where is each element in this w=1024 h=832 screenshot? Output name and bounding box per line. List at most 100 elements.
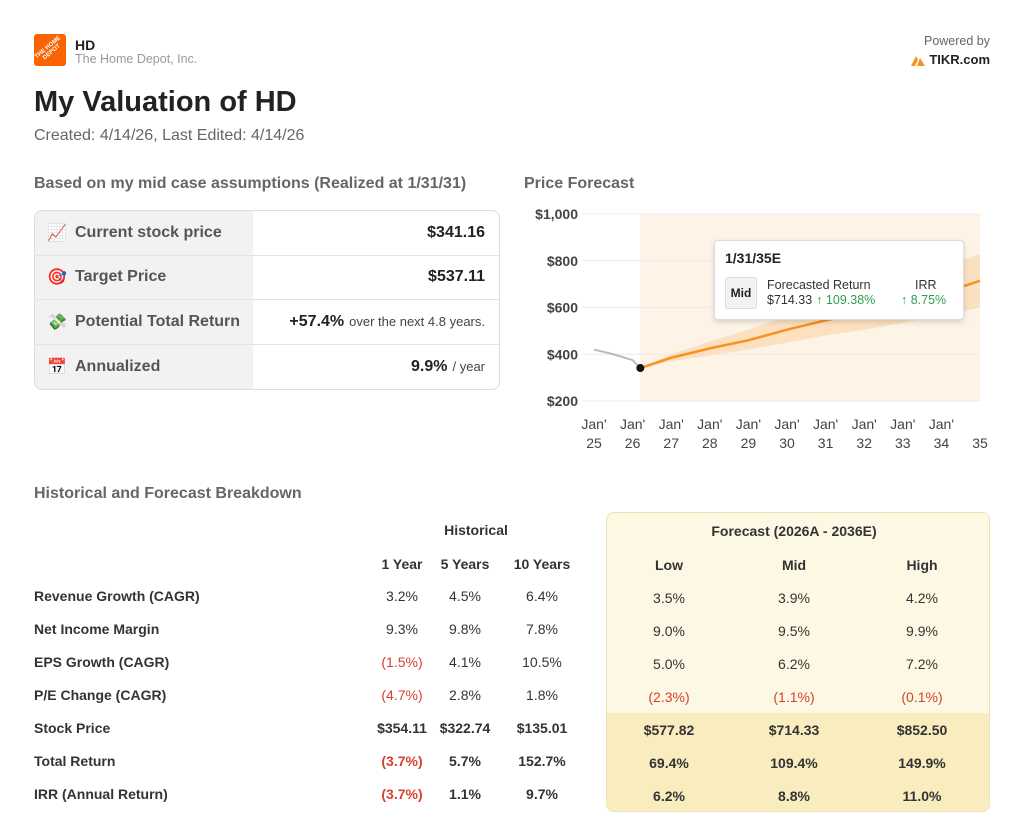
chart-heading: Price Forecast	[524, 175, 635, 192]
company-logo: THE HOME DEPOT	[34, 34, 66, 66]
summary-heading: Based on my mid case assumptions (Realiz…	[34, 175, 467, 192]
row-label: EPS Growth (CAGR)	[34, 654, 170, 670]
historical-cell: 9.8%	[449, 621, 481, 637]
historical-cell: (3.7%)	[381, 786, 423, 802]
forecast-group-header: Forecast (2026A - 2036E)	[711, 523, 877, 539]
forecast-cell: 9.9%	[906, 623, 938, 639]
x-tick-label: 25	[586, 435, 602, 451]
x-tick-label: Jan'	[659, 416, 684, 432]
historical-cell: (3.7%)	[381, 753, 423, 769]
forecast-cell: 149.9%	[898, 755, 946, 771]
x-tick-label: Jan'	[774, 416, 799, 432]
target-icon: 🎯	[47, 269, 67, 287]
forecast-cell: 6.2%	[778, 656, 810, 672]
price-forecast-chart[interactable]: $1,000 $800 $600 $400 $200 Jan' 25 Jan' 26 Jan' 27…	[520, 200, 990, 460]
x-tick-label: 29	[741, 435, 757, 451]
forecast-cell: $852.50	[896, 722, 948, 738]
x-tick-label: 31	[818, 435, 834, 451]
x-tick-label: 35	[972, 435, 988, 451]
tooltip-return-label: Forecasted Return	[767, 278, 871, 292]
chart-tooltip: 1/31/35E Mid Forecasted Return IRR $714.…	[714, 240, 964, 320]
tooltip-case-badge: Mid	[725, 277, 757, 309]
x-tick-label: Jan'	[852, 416, 877, 432]
historical-cell: 9.7%	[526, 786, 558, 802]
forecast-column-header: Low	[655, 557, 683, 573]
historical-cell: $135.01	[516, 720, 568, 736]
summary-note: / year	[452, 359, 485, 375]
summary-label: Target Price	[75, 268, 167, 286]
forecast-cell: (1.1%)	[773, 689, 815, 705]
ticker-symbol: HD	[75, 37, 96, 53]
x-tick-label: Jan'	[581, 416, 606, 432]
x-tick-label: Jan'	[736, 416, 761, 432]
tooltip-return-value: ↑ 109.38%	[816, 293, 876, 307]
x-tick-label: Jan'	[890, 416, 915, 432]
row-label: Net Income Margin	[34, 621, 160, 637]
chart-up-icon: 📈	[47, 224, 67, 242]
historical-cell: 5.7%	[449, 753, 481, 769]
x-tick-label: 30	[779, 435, 795, 451]
historical-column-header: 1 Year	[381, 556, 423, 572]
y-tick-label: $800	[547, 253, 578, 269]
historical-cell: $322.74	[439, 720, 491, 736]
forecast-cell: 109.4%	[770, 755, 818, 771]
row-label: P/E Change (CAGR)	[34, 687, 167, 703]
tooltip-irr-label: IRR	[915, 278, 937, 292]
forecast-cell: (0.1%)	[901, 689, 943, 705]
x-tick-label: Jan'	[813, 416, 838, 432]
current-price-point	[636, 364, 645, 373]
tooltip-irr-value: ↑ 8.75%	[901, 293, 947, 307]
x-tick-label: 32	[856, 435, 872, 451]
forecast-cell: 11.0%	[902, 788, 942, 804]
historical-column-header: 10 Years	[513, 556, 571, 572]
x-tick-label: Jan'	[697, 416, 722, 432]
summary-value: $537.11	[428, 268, 485, 286]
summary-value: $341.16	[427, 223, 485, 241]
forecast-highlight	[607, 713, 989, 811]
y-tick-label: $200	[547, 393, 578, 409]
tooltip-date: 1/31/35E	[725, 250, 782, 266]
historical-price-line	[593, 348, 642, 369]
historical-cell: $354.11	[377, 720, 427, 736]
forecast-cell: 9.0%	[653, 623, 685, 639]
historical-cell: 10.5%	[522, 654, 562, 670]
forecast-panel	[606, 512, 990, 812]
summary-row-current-price: 📈 Current stock price $341.16	[35, 211, 499, 256]
historical-cell: 4.5%	[449, 588, 481, 604]
historical-column-header: 5 Years	[440, 556, 490, 572]
x-tick-label: 27	[663, 435, 679, 451]
historical-cell: 2.8%	[449, 687, 481, 703]
forecast-cell: 8.8%	[778, 788, 810, 804]
page-subtitle: Created: 4/14/26, Last Edited: 4/14/26	[34, 127, 305, 144]
row-label: Total Return	[34, 753, 116, 769]
x-tick-label: Jan'	[620, 416, 645, 432]
summary-label: Annualized	[75, 357, 161, 375]
calendar-icon: 📅	[47, 358, 67, 376]
company-name: The Home Depot, Inc.	[75, 52, 198, 66]
historical-cell: 1.8%	[526, 687, 558, 703]
forecast-cell: 69.4%	[649, 755, 689, 771]
forecast-cell: $714.33	[768, 722, 820, 738]
summary-label: Potential Total Return	[75, 312, 241, 330]
tikr-logo-icon	[911, 55, 926, 66]
x-tick-label: 34	[934, 435, 950, 451]
historical-cell: 1.1%	[449, 786, 481, 802]
summary-value: 9.9%	[411, 357, 448, 375]
forecast-cell: 5.0%	[653, 656, 685, 672]
historical-cell: (1.5%)	[381, 654, 423, 670]
page-title: My Valuation of HD	[34, 86, 297, 118]
x-tick-label: 33	[895, 435, 911, 451]
money-icon: 💸	[47, 313, 67, 331]
summary-note: over the next 4.8 years.	[349, 314, 485, 330]
summary-row-annualized: 📅 Annualized 9.9% / year	[35, 344, 499, 389]
row-label: Revenue Growth (CAGR)	[34, 588, 200, 604]
powered-by-label: Powered by	[923, 34, 990, 48]
breakdown-heading: Historical and Forecast Breakdown	[34, 485, 302, 502]
y-tick-label: $400	[547, 346, 578, 362]
forecast-cell: 4.2%	[906, 590, 938, 606]
tikr-brand-text: TIKR.com	[929, 52, 990, 67]
summary-row-total-return: 💸 Potential Total Return +57.4% over the n…	[35, 300, 499, 345]
tikr-brand[interactable]: TIKR.com	[911, 52, 990, 67]
summary-label: Current stock price	[75, 223, 222, 241]
forecast-column-header: High	[906, 557, 938, 573]
